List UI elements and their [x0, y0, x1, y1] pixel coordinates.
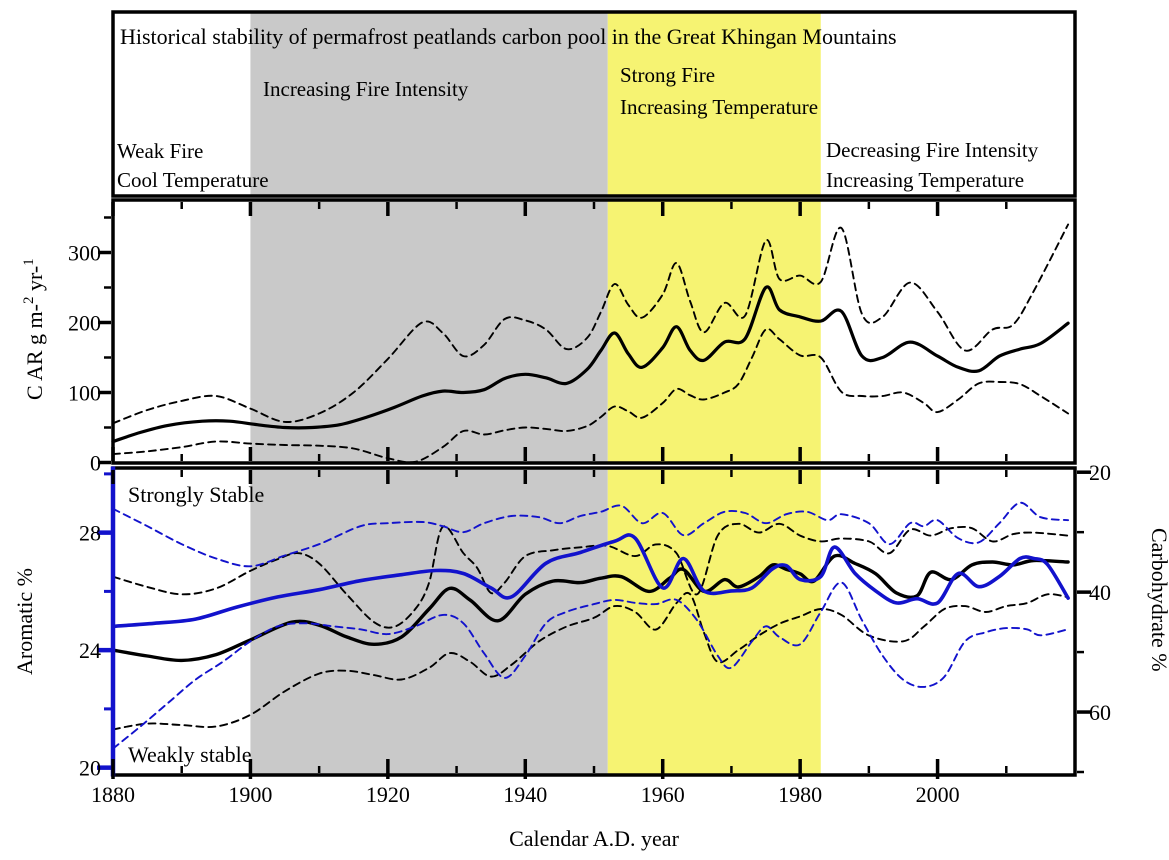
header-box-border [111, 10, 1077, 198]
tick-label: 40 [1089, 580, 1111, 605]
annotation-weakly-stable: Weakly stable [128, 742, 251, 767]
figure-title: Historical stability of permafrost peatl… [120, 24, 897, 49]
text-layer: Historical stability of permafrost peatl… [12, 24, 1169, 851]
top-y-axis-title: C AR g m-2 yr-1 [21, 258, 47, 400]
band-increasing-fire-intensity [250, 13, 608, 195]
annotation-weak-fire-line2: Cool Temperature [117, 168, 269, 192]
series-c-ar-lower-bound [112, 327, 1070, 464]
tick-label: 1900 [228, 782, 272, 807]
tick-label: 28 [79, 521, 101, 546]
band-increasing-fire-intensity [250, 201, 608, 462]
tick-label: 200 [68, 311, 101, 336]
tick-label: 1880 [91, 782, 135, 807]
tick-label: 2000 [916, 782, 960, 807]
epoch-bands-layer [250, 13, 821, 774]
annotation-strong-fire-line2: Increasing Temperature [620, 95, 818, 119]
series-c-ar-upper-bound [112, 223, 1070, 425]
tick-label: 1940 [503, 782, 547, 807]
annotation-decreasing-fire-line2: Increasing Temperature [826, 168, 1024, 192]
series-carbohydrate-bound-high-pct [112, 581, 1070, 750]
tick-label: 20 [1089, 460, 1111, 485]
annotation-strong-fire-line1: Strong Fire [620, 63, 715, 87]
top-panel-border [111, 198, 1077, 465]
annotation-increasing-fire: Increasing Fire Intensity [263, 77, 469, 101]
series-aromatic-upper-bound [112, 522, 1070, 629]
tick-label: 20 [79, 756, 101, 781]
annotation-strongly-stable: Strongly Stable [128, 482, 264, 507]
panel-frames [110, 10, 1077, 777]
x-axis-title: Calendar A.D. year [509, 826, 679, 851]
tick-label: 60 [1089, 700, 1111, 725]
series-carbohydrate-bound-low-pct [112, 501, 1070, 568]
annotation-decreasing-fire-line1: Decreasing Fire Intensity [826, 138, 1039, 162]
series-carbohydrate-mean [111, 533, 1070, 629]
band-strong-fire-increasing-temperature [607, 469, 821, 774]
band-strong-fire-increasing-temperature [607, 201, 821, 462]
series-aromatic-lower-bound [112, 591, 1070, 731]
series-c-ar-mean [111, 285, 1070, 444]
tick-label: 1960 [641, 782, 685, 807]
tick-label: 1980 [778, 782, 822, 807]
tick-label: 0 [90, 451, 101, 476]
band-strong-fire-increasing-temperature [607, 13, 821, 195]
tick-label: 300 [68, 241, 101, 266]
tick-label: 100 [68, 381, 101, 406]
tick-label: 24 [79, 638, 101, 663]
bottom-left-y-axis-title: Aromatic % [12, 568, 37, 675]
tick-label: 1920 [366, 782, 410, 807]
ticks-layer: 1880 1900 1920 1940 1960 1980 2000 0 100 200 300 20… [68, 202, 1111, 807]
annotation-weak-fire-line1: Weak Fire [117, 139, 203, 163]
curves-layer [111, 223, 1070, 750]
bottom-right-y-axis-title: Carbohydrate % [1147, 528, 1169, 672]
